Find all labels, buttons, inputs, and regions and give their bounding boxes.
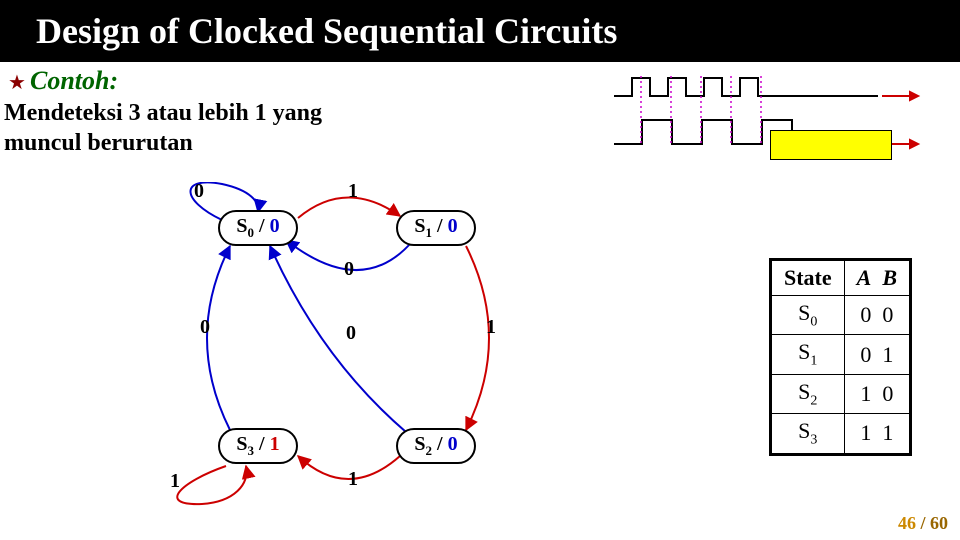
page-number: 46 / 60: [898, 513, 948, 534]
node-label: S2 / 0: [414, 433, 457, 459]
table-row: S0 0 0: [771, 296, 909, 335]
state-node-s0: S0 / 0: [218, 210, 298, 246]
content: ★ Contoh: Mendeteksi 3 atau lebih 1 yang…: [0, 62, 960, 540]
edge-label-s1-s2: 1: [486, 316, 496, 339]
state-node-s1: S1 / 0: [396, 210, 476, 246]
node-label: S3 / 1: [236, 433, 279, 459]
page-sep: /: [916, 513, 930, 533]
page-title: Design of Clocked Sequential Circuits: [36, 10, 617, 52]
waveform-panel: [610, 68, 932, 168]
table-row: S3 1 1: [771, 414, 909, 453]
description: Mendeteksi 3 atau lebih 1 yang muncul be…: [4, 98, 322, 158]
node-label: S1 / 0: [414, 215, 457, 241]
edge-label-s2-s0: 0: [346, 322, 356, 345]
edge-label-s3-self: 1: [170, 470, 180, 493]
th-b: B: [882, 265, 897, 290]
edge-label-s0-self: 0: [194, 180, 204, 203]
desc-line2: muncul berurutan: [4, 130, 193, 156]
th-a: A: [857, 265, 872, 290]
example-label: Contoh:: [30, 66, 118, 96]
desc-line1: Mendeteksi 3 atau lebih 1 yang: [4, 100, 322, 126]
page-current: 46: [898, 513, 916, 533]
th-state: State: [771, 261, 844, 296]
star-icon: ★: [8, 70, 26, 95]
edge-label-s2-s3: 1: [348, 468, 358, 491]
state-table: State A B S0 0 0 S1 0 1 S2 1 0 S3: [769, 258, 912, 456]
slide: Design of Clocked Sequential Circuits ★ …: [0, 0, 960, 540]
state-node-s3: S3 / 1: [218, 428, 298, 464]
title-bar: Design of Clocked Sequential Circuits: [0, 0, 960, 62]
highlight-box: [770, 130, 892, 160]
table-row: S2 1 0: [771, 374, 909, 413]
node-label: S0 / 0: [236, 215, 279, 241]
table-row: S1 0 1: [771, 335, 909, 374]
edge-label-s3-s0: 0: [200, 316, 210, 339]
page-total: 60: [930, 513, 948, 533]
state-node-s2: S2 / 0: [396, 428, 476, 464]
edge-label-s0-s1: 1: [348, 180, 358, 203]
edge-label-s1-s0: 0: [344, 258, 354, 281]
state-diagram: S0 / 0 S1 / 0 S2 / 0 S3 / 1 0 1 0 1 0 1 …: [110, 182, 540, 512]
